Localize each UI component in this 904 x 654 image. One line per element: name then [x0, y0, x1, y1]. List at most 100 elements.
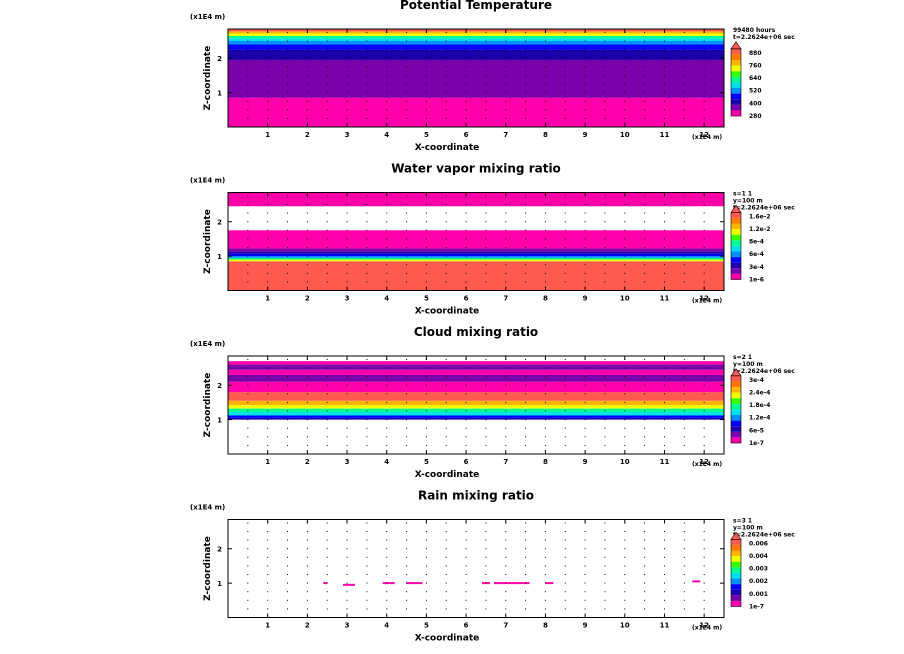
grid-dot — [445, 247, 447, 249]
grid-dot — [306, 238, 308, 240]
grid-dot — [306, 436, 308, 438]
grid-dot — [287, 212, 289, 214]
grid-dot — [644, 264, 646, 266]
grid-dot — [406, 117, 408, 119]
grid-dot — [485, 40, 487, 42]
grid-dot — [584, 401, 586, 403]
grid-dot — [485, 367, 487, 369]
grid-dot — [326, 419, 328, 421]
x-tick-label: 9 — [583, 131, 588, 139]
grid-dot — [326, 608, 328, 610]
colorbar-swatch — [731, 381, 741, 387]
grid-dot — [644, 238, 646, 240]
grid-dot — [663, 591, 665, 593]
x-tick-label: 7 — [503, 295, 508, 303]
x-tick-label: 4 — [384, 131, 389, 139]
grid-dot — [346, 66, 348, 68]
grid-dot — [425, 83, 427, 85]
grid-dot — [703, 281, 705, 283]
grid-dot — [465, 57, 467, 59]
grid-dot — [326, 410, 328, 412]
grid-dot — [326, 238, 328, 240]
grid-dot — [544, 57, 546, 59]
grid-dot — [505, 40, 507, 42]
grid-dot — [306, 419, 308, 421]
z-unit-label: (x1E4 m) — [190, 340, 225, 348]
grid-dot — [703, 410, 705, 412]
grid-dot — [644, 599, 646, 601]
contour-band — [228, 369, 724, 375]
grid-dot — [485, 74, 487, 76]
grid-dot — [346, 40, 348, 42]
grid-dot — [544, 436, 546, 438]
grid-dot — [366, 393, 368, 395]
grid-dot — [604, 100, 606, 102]
grid-dot — [366, 556, 368, 558]
grid-dot — [465, 444, 467, 446]
grid-dot — [683, 599, 685, 601]
grid-dot — [326, 376, 328, 378]
colorbar-swatch — [731, 387, 741, 393]
grid-dot — [505, 66, 507, 68]
grid-dot — [267, 436, 269, 438]
grid-dot — [544, 92, 546, 94]
grid-dot — [663, 410, 665, 412]
grid-dot — [703, 229, 705, 231]
grid-dot — [247, 608, 249, 610]
colorbar-label: 1.6e-2 — [749, 213, 770, 220]
grid-dot — [604, 436, 606, 438]
grid-dot — [267, 40, 269, 42]
grid-dot — [465, 539, 467, 541]
grid-dot — [485, 376, 487, 378]
grid-dot — [683, 92, 685, 94]
grid-dot — [683, 195, 685, 197]
grid-dot — [485, 117, 487, 119]
grid-dot — [247, 599, 249, 601]
grid-dot — [624, 247, 626, 249]
grid-dot — [465, 212, 467, 214]
grid-dot — [406, 264, 408, 266]
grid-dot — [247, 444, 249, 446]
grid-dot — [306, 281, 308, 283]
grid-dot — [247, 281, 249, 283]
grid-dot — [267, 221, 269, 223]
grid-dot — [703, 247, 705, 249]
colorbar-swatch — [731, 217, 741, 224]
grid-dot — [326, 229, 328, 231]
grid-dot — [247, 539, 249, 541]
grid-dot — [604, 531, 606, 533]
grid-dot — [544, 591, 546, 593]
grid-dot — [465, 49, 467, 51]
grid-dot — [287, 229, 289, 231]
grid-dot — [624, 74, 626, 76]
colorbar-label: 0.006 — [749, 540, 768, 547]
grid-dot — [644, 539, 646, 541]
grid-dot — [366, 212, 368, 214]
rain-patch — [323, 582, 328, 585]
grid-dot — [425, 212, 427, 214]
grid-dot — [465, 608, 467, 610]
contour-band — [228, 417, 724, 420]
contour-band — [228, 44, 724, 50]
grid-dot — [267, 393, 269, 395]
grid-dot — [366, 599, 368, 601]
grid-dot — [386, 272, 388, 274]
grid-dot — [346, 539, 348, 541]
grid-dot — [604, 522, 606, 524]
grid-dot — [326, 212, 328, 214]
grid-dot — [683, 255, 685, 257]
grid-dot — [644, 74, 646, 76]
grid-dot — [247, 31, 249, 33]
grid-dot — [505, 565, 507, 567]
grid-dot — [544, 599, 546, 601]
grid-dot — [465, 565, 467, 567]
grid-dot — [525, 40, 527, 42]
rain-patch — [406, 582, 423, 585]
grid-dot — [505, 83, 507, 85]
grid-dot — [346, 74, 348, 76]
colorbar-label: 760 — [749, 62, 762, 69]
colorbar-label: 1e-7 — [749, 440, 764, 447]
grid-dot — [386, 410, 388, 412]
grid-dot — [683, 574, 685, 576]
